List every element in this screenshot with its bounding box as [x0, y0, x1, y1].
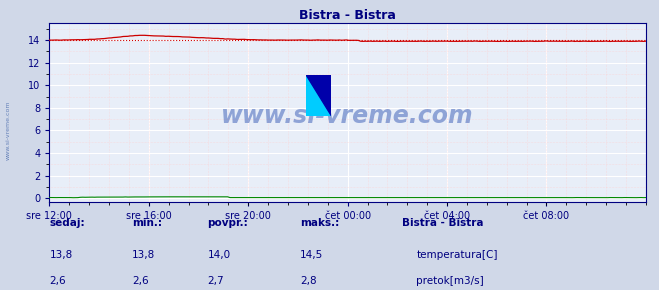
Text: pretok[m3/s]: pretok[m3/s]: [416, 276, 484, 286]
Text: 13,8: 13,8: [49, 250, 72, 260]
Title: Bistra - Bistra: Bistra - Bistra: [299, 9, 396, 22]
Text: 2,6: 2,6: [132, 276, 148, 286]
Polygon shape: [306, 75, 331, 116]
Text: 2,7: 2,7: [208, 276, 224, 286]
Text: maks.:: maks.:: [300, 218, 339, 228]
Text: temperatura[C]: temperatura[C]: [416, 250, 498, 260]
Text: 14,5: 14,5: [300, 250, 323, 260]
Text: Bistra - Bistra: Bistra - Bistra: [402, 218, 484, 228]
Text: povpr.:: povpr.:: [208, 218, 248, 228]
Text: sedaj:: sedaj:: [49, 218, 85, 228]
Text: min.:: min.:: [132, 218, 162, 228]
Polygon shape: [306, 75, 331, 116]
Text: 2,8: 2,8: [300, 276, 316, 286]
Text: www.si-vreme.com: www.si-vreme.com: [5, 101, 11, 160]
Text: 2,6: 2,6: [49, 276, 66, 286]
Text: 14,0: 14,0: [208, 250, 231, 260]
Text: 13,8: 13,8: [132, 250, 155, 260]
Text: www.si-vreme.com: www.si-vreme.com: [221, 104, 474, 128]
